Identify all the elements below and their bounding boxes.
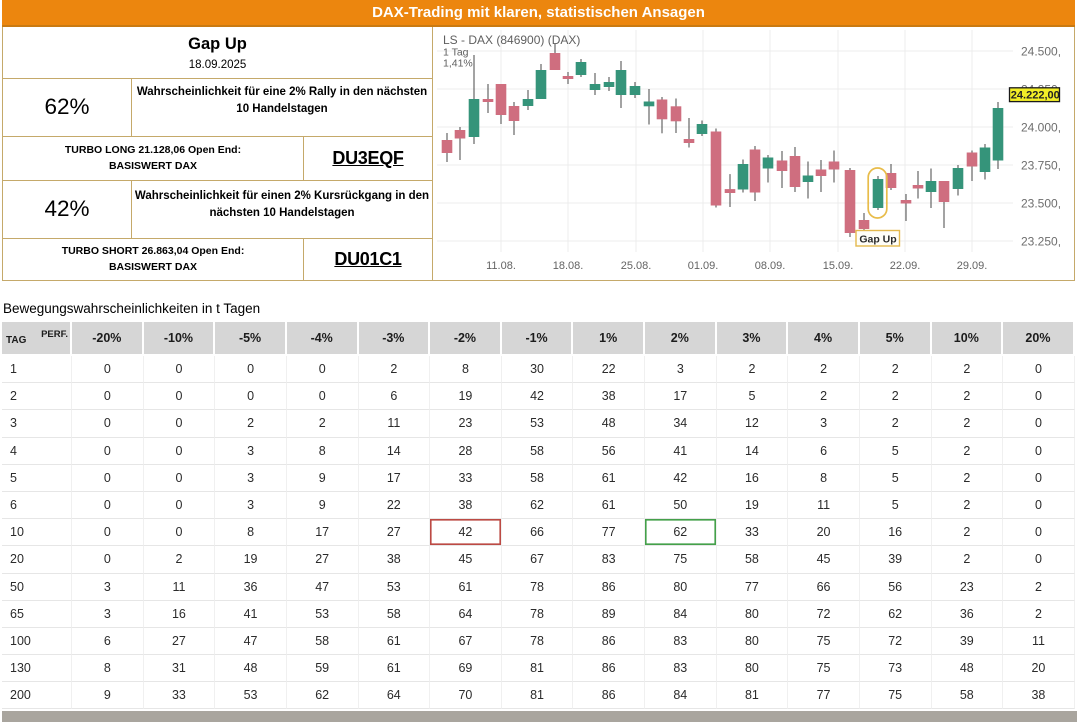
svg-text:29.09.: 29.09.	[957, 260, 988, 272]
svg-text:22.09.: 22.09.	[890, 260, 921, 272]
svg-text:Gap Up: Gap Up	[859, 233, 896, 245]
svg-text:01.09.: 01.09.	[688, 260, 719, 272]
svg-text:25.08.: 25.08.	[621, 260, 652, 272]
svg-text:24.500,: 24.500,	[1021, 45, 1061, 59]
svg-text:08.09.: 08.09.	[755, 260, 786, 272]
svg-text:1,41%: 1,41%	[443, 58, 473, 70]
svg-text:15.09.: 15.09.	[823, 260, 854, 272]
svg-text:LS - DAX (846900) (DAX): LS - DAX (846900) (DAX)	[443, 33, 580, 47]
svg-text:11.08.: 11.08.	[486, 260, 516, 272]
svg-text:23.750,: 23.750,	[1021, 159, 1061, 173]
svg-text:24.000,: 24.000,	[1021, 121, 1061, 135]
svg-text:1 Tag: 1 Tag	[443, 47, 469, 59]
svg-text:23.250,: 23.250,	[1021, 235, 1061, 249]
svg-text:24.222,00: 24.222,00	[1011, 90, 1060, 102]
svg-text:18.08.: 18.08.	[553, 260, 584, 272]
svg-text:23.500,: 23.500,	[1021, 197, 1061, 211]
